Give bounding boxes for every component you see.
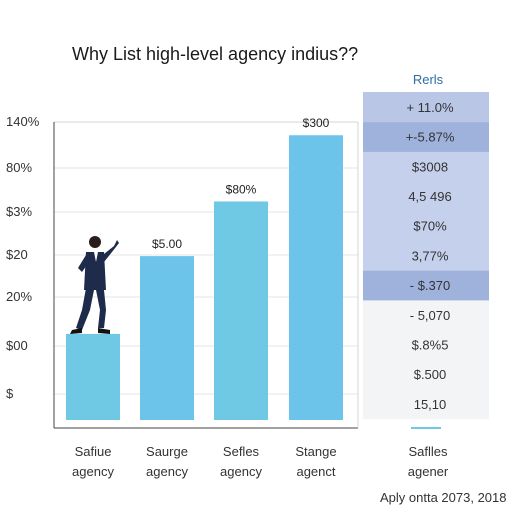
panel-row — [363, 389, 489, 420]
panel-value: 3,77% — [412, 248, 449, 263]
panel-row — [363, 210, 489, 241]
y-tick-label: $3% — [6, 204, 32, 219]
panel-value: - $.370 — [410, 278, 450, 293]
bar — [66, 333, 120, 420]
panel-row — [363, 181, 489, 212]
panel-footer-label: agener — [408, 464, 449, 479]
y-tick-label: 20% — [6, 289, 32, 304]
x-tick-label: Saurge — [146, 444, 188, 459]
businessman-illustration — [70, 236, 119, 334]
footer-note: Aply ontta 2073, 2018 — [380, 490, 507, 505]
data-label: $5.00 — [152, 237, 182, 251]
x-tick-label: agency — [146, 464, 188, 479]
panel-row — [363, 121, 489, 152]
bar — [214, 201, 268, 420]
x-tick-label: Sefles — [223, 444, 260, 459]
chart-title: Why List high-level agency indius?? — [72, 44, 359, 64]
panel-value: + 11.0% — [406, 100, 454, 115]
panel-value: - 5,070 — [410, 308, 450, 323]
y-tick-label: $00 — [6, 338, 28, 353]
panel-footer-label: Saflles — [408, 444, 448, 459]
panel-row — [363, 329, 489, 360]
panel-row — [363, 359, 489, 390]
panel-value: +-5.87% — [406, 130, 455, 145]
x-tick-label: agency — [220, 464, 262, 479]
panel-row — [363, 92, 489, 123]
panel-value: 4,5 496 — [408, 189, 451, 204]
data-label: $80% — [226, 182, 257, 196]
panel-header: Rerls — [413, 72, 444, 87]
panel-row — [363, 151, 489, 182]
panel-value: $3008 — [412, 159, 448, 174]
y-tick-label: $ — [6, 386, 14, 401]
panel-row — [363, 299, 489, 331]
panel-value: 15,10 — [414, 397, 447, 412]
x-tick-label: agenct — [296, 464, 335, 479]
panel-value: $70% — [413, 219, 447, 234]
panel-value: $.500 — [414, 367, 447, 382]
x-tick-label: Stange — [295, 444, 336, 459]
bar — [140, 256, 194, 420]
y-tick-label: 140% — [6, 114, 40, 129]
panel-value: $.8%5 — [412, 337, 449, 352]
x-tick-label: Safiue — [75, 444, 112, 459]
panel-row — [363, 240, 489, 271]
y-tick-label: $20 — [6, 247, 28, 262]
x-tick-label: agency — [72, 464, 114, 479]
panel-row — [363, 270, 489, 301]
data-label: $300 — [303, 116, 330, 130]
bar — [289, 135, 343, 420]
y-tick-label: 80% — [6, 160, 32, 175]
